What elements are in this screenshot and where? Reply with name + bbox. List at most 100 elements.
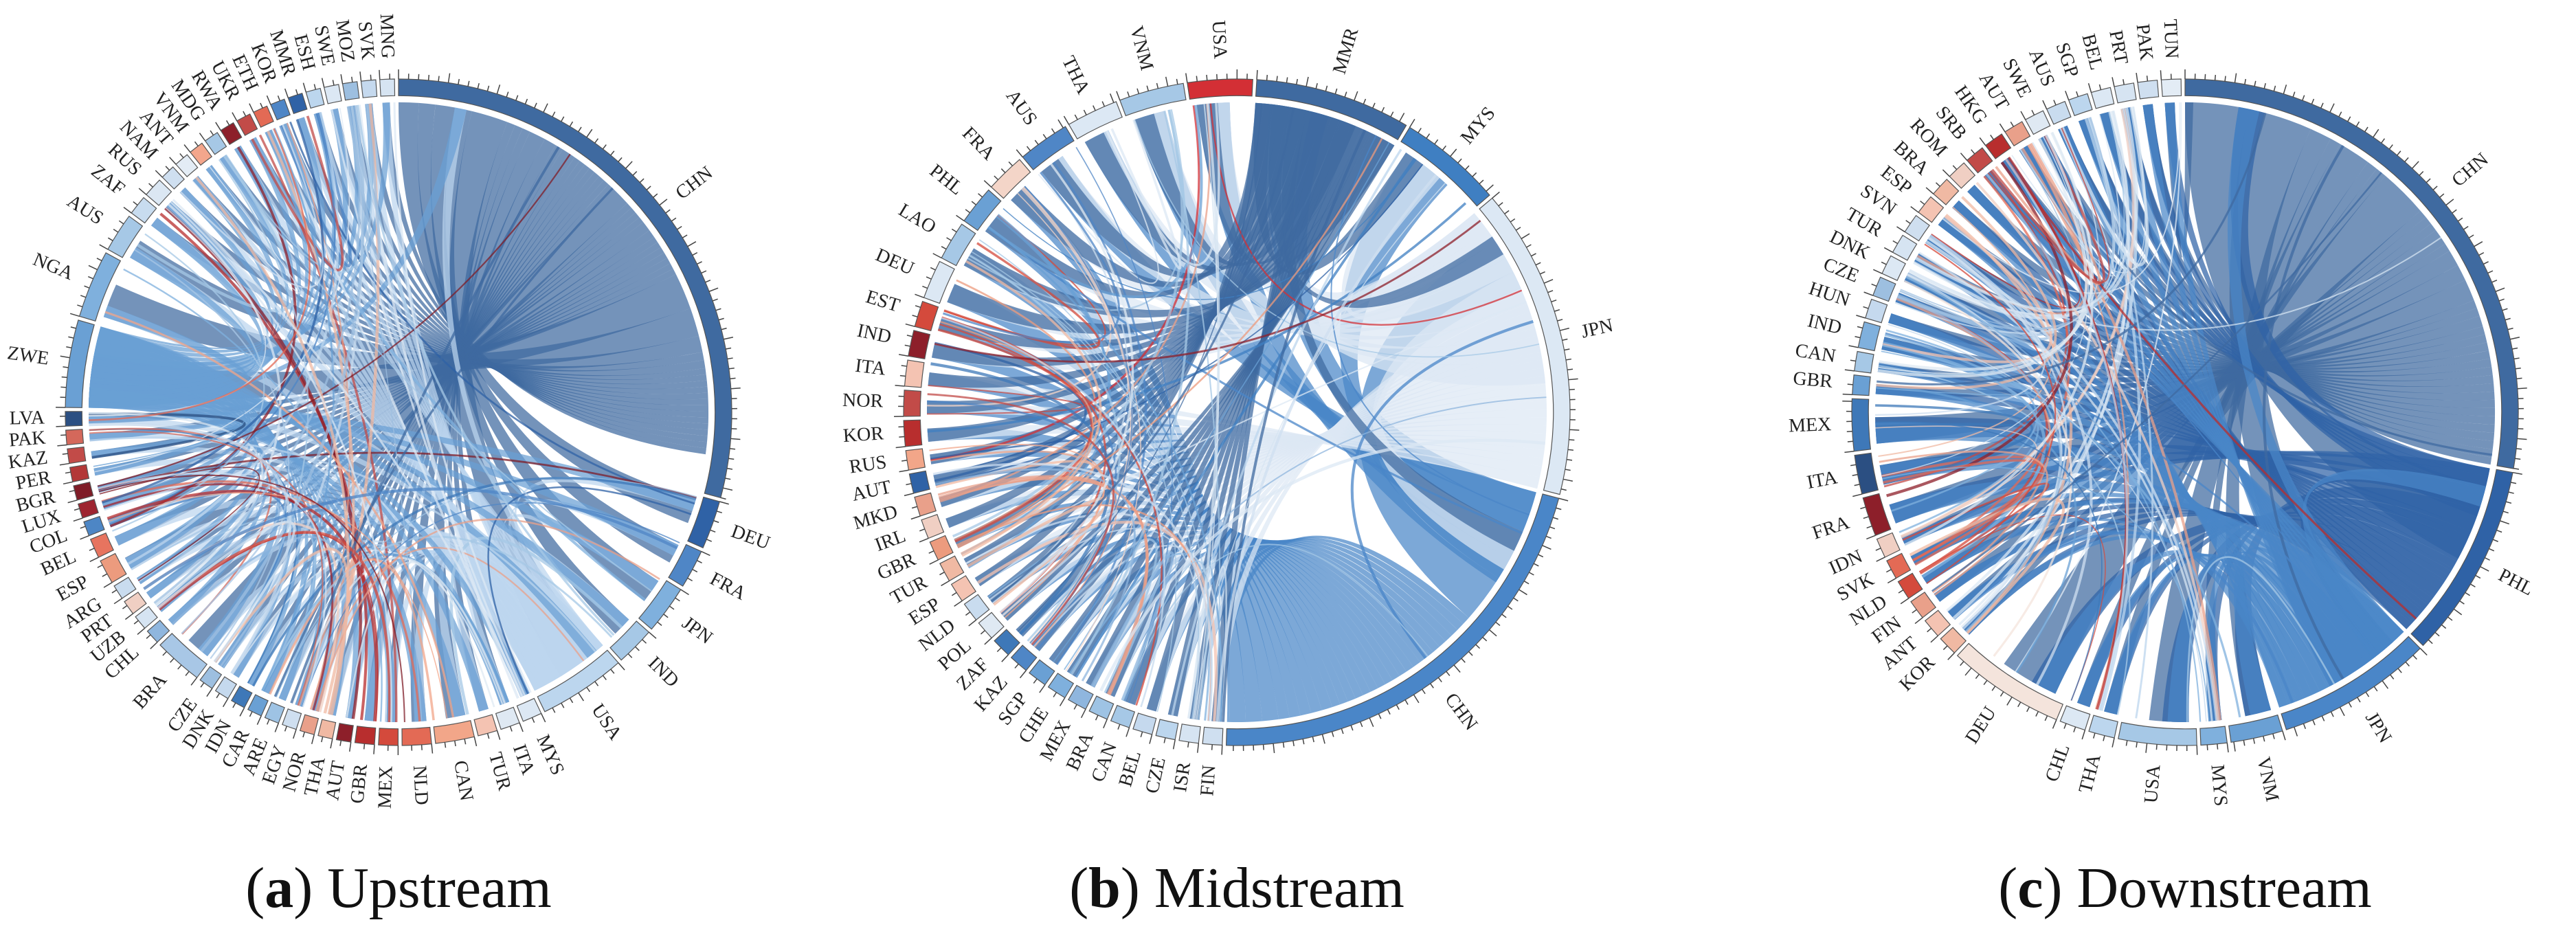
link-MMR-FIN — [1222, 129, 1367, 722]
tick-chn — [2515, 367, 2521, 370]
node-arc-aus — [107, 215, 144, 258]
tick-phl — [2441, 624, 2447, 629]
node-label-mys: MYS — [1457, 103, 1500, 148]
node-label-phl: PHL — [2495, 564, 2537, 600]
tick-chn — [2483, 261, 2489, 265]
tick-pak — [2146, 76, 2149, 82]
node-label-can: CAN — [1794, 340, 1837, 368]
tick-chn — [1542, 545, 1552, 550]
link-FIN-CZE — [1896, 298, 2052, 594]
link-CHN-PHL — [987, 227, 1523, 535]
node-label-lva: LVA — [9, 407, 45, 429]
tick-chn — [726, 347, 732, 350]
tick-srb — [1971, 149, 1975, 155]
node-label-svk: SVK — [354, 21, 379, 61]
node-arc-bra — [1088, 695, 1115, 720]
tick-nga — [77, 304, 83, 308]
tick-nga — [96, 258, 102, 262]
tick-bgr — [69, 490, 75, 493]
node-label-mex: MEX — [374, 765, 397, 809]
tick-nga — [87, 276, 93, 280]
tick-mex — [1844, 451, 1855, 453]
tick-dnk — [1872, 269, 1883, 274]
tick-chn — [2513, 357, 2520, 360]
tick-idn — [232, 702, 236, 708]
tick-zwe — [68, 336, 74, 339]
tick-chn — [2355, 121, 2360, 127]
tick-hun — [1863, 306, 1869, 309]
tick-jpn — [1531, 253, 1536, 257]
node-label-can: CAN — [449, 759, 478, 803]
link-SRB-AUS — [1987, 127, 2110, 283]
tick-lux — [73, 517, 83, 522]
node-arc-nam — [161, 166, 185, 190]
tick-usa — [569, 697, 574, 704]
tick-ita — [1854, 484, 1860, 486]
node-arc-ind — [1857, 321, 1881, 352]
tick-bra — [1103, 719, 1108, 728]
node-arc-tur — [1892, 234, 1918, 261]
tick-jpn — [1504, 210, 1510, 214]
tick-ind — [906, 335, 912, 337]
tick-chn — [646, 186, 651, 190]
node-label-tur: TUR — [484, 750, 515, 794]
link-CHN-JPN — [1350, 319, 1534, 660]
tick-chn — [1282, 742, 1285, 748]
tick-rwa — [215, 122, 221, 131]
tick-chn — [2311, 98, 2315, 104]
tick-chn — [1538, 554, 1544, 558]
tick-kaz — [62, 453, 68, 455]
tick-chn — [2263, 82, 2266, 89]
link-BGR-NLD — [98, 474, 405, 723]
tick-chn — [2457, 217, 2463, 222]
tick-chn — [477, 82, 480, 89]
link-USA-JPN — [2186, 556, 2336, 723]
link-NOR-ITA — [926, 385, 1083, 415]
node-arc-ita — [495, 706, 520, 730]
tick-jpn — [2339, 707, 2345, 717]
link-RUS-MEX — [170, 201, 392, 722]
ribbon-MMR-AUS — [1041, 106, 1306, 279]
ribbon-USA-MDG — [219, 155, 550, 686]
tick-chn — [1437, 677, 1442, 683]
node-label-pak: PAK — [2132, 23, 2158, 62]
link-KOR-SVK — [1909, 497, 2065, 634]
tick-jpn — [2321, 715, 2325, 721]
link-GBR-EST — [940, 321, 1094, 548]
node-label-fra: FRA — [706, 568, 750, 605]
link-MMR-LUX — [101, 119, 324, 504]
tick-deu — [2017, 702, 2021, 708]
tick-esp — [103, 582, 113, 588]
tick-vnm — [1156, 82, 1159, 89]
node-label-nga: NGA — [30, 249, 78, 284]
tick-phl — [978, 193, 983, 198]
link-FRA-CHE — [1017, 192, 1141, 671]
tick-aut — [348, 741, 352, 752]
tick-col — [80, 526, 86, 529]
link-LAO-KAZ — [969, 254, 1121, 642]
link-USA-JPN — [1209, 103, 1523, 326]
node-label-jpn: JPN — [2361, 708, 2396, 747]
tick-fra — [701, 550, 710, 557]
tick-tha — [2092, 732, 2096, 739]
link-DEU-DNK — [1903, 280, 2072, 657]
link-MEX-UZB — [157, 530, 392, 722]
tick-tha — [321, 737, 324, 743]
tick-kaz — [59, 462, 69, 466]
tick-phl — [2475, 574, 2481, 579]
tick-svk — [1887, 577, 1896, 584]
link-THA-VNM — [1110, 120, 1182, 270]
tick-arg — [113, 598, 123, 605]
tick-chn — [515, 95, 519, 101]
tick-swe — [321, 78, 325, 88]
tick-chl — [2063, 723, 2067, 729]
ribbon-ZWE-PAK — [89, 395, 245, 442]
tick-bra — [190, 677, 198, 686]
link-MDG-AUS — [137, 154, 296, 313]
node-arc-irl — [921, 514, 945, 539]
link-ETH-LVA — [89, 128, 311, 421]
link-CZE-MYS — [1171, 148, 1402, 716]
tick-nld — [968, 619, 977, 627]
node-arc-esp — [100, 552, 127, 583]
tick-mng — [379, 69, 381, 80]
